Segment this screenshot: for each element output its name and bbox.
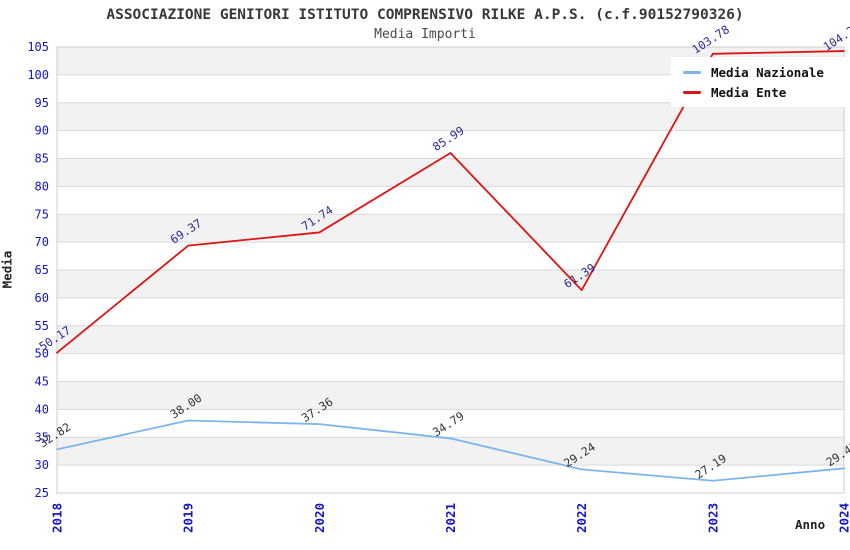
legend-item-media-nazionale[interactable]: Media Nazionale xyxy=(683,62,849,82)
grid-band xyxy=(57,158,844,187)
grid-band xyxy=(57,102,844,131)
x-tick-label: 2023 xyxy=(705,503,720,533)
y-tick-label: 85 xyxy=(35,152,49,166)
y-tick-label: 25 xyxy=(35,486,49,500)
legend-label: Media Ente xyxy=(711,84,787,100)
grid-band xyxy=(57,325,844,354)
legend-line-swatch-red xyxy=(683,90,701,94)
x-tick-label: 2022 xyxy=(574,503,589,533)
point-label-media-nazionale: 34.79 xyxy=(430,409,467,440)
y-tick-label: 55 xyxy=(35,319,49,333)
legend-label: Media Nazionale xyxy=(711,64,824,80)
y-tick-label: 30 xyxy=(35,458,49,472)
y-tick-label: 35 xyxy=(35,430,49,444)
x-tick-label: 2024 xyxy=(837,503,850,533)
y-axis-title: Media xyxy=(0,250,15,289)
y-tick-label: 50 xyxy=(35,347,49,361)
x-axis-title: Anno xyxy=(795,517,826,532)
x-tick-label: 2019 xyxy=(181,503,196,533)
x-tick-label: 2021 xyxy=(443,503,458,533)
x-tick-label: 2018 xyxy=(50,503,65,533)
series-line-media-nazionale xyxy=(56,419,845,482)
y-tick-label: 40 xyxy=(35,402,49,416)
y-tick-label: 80 xyxy=(35,179,49,193)
grid-band xyxy=(57,437,844,466)
y-tick-label: 45 xyxy=(35,375,49,389)
chart-title: ASSOCIAZIONE GENITORI ISTITUTO COMPRENSI… xyxy=(106,7,744,23)
y-tick-label: 95 xyxy=(35,96,49,110)
plot-border xyxy=(56,46,845,494)
y-tick-label: 75 xyxy=(35,207,49,221)
y-tick-label: 65 xyxy=(35,263,49,277)
series-line-media-ente xyxy=(56,50,845,354)
legend: Media Nazionale Media Ente xyxy=(671,57,849,107)
y-tick-label: 70 xyxy=(35,235,49,249)
x-tick-label: 2020 xyxy=(312,503,327,533)
legend-item-media-ente[interactable]: Media Ente xyxy=(683,82,849,102)
y-tick-label: 100 xyxy=(27,68,49,82)
y-tick-label: 90 xyxy=(35,124,49,138)
grid-band xyxy=(57,270,844,298)
y-tick-label: 105 xyxy=(27,40,49,54)
grid-band xyxy=(57,214,844,243)
chart-subtitle: Media Importi xyxy=(374,27,476,42)
legend-line-swatch-blue xyxy=(683,70,701,74)
y-tick-label: 60 xyxy=(35,291,49,305)
grid-band xyxy=(57,381,844,410)
